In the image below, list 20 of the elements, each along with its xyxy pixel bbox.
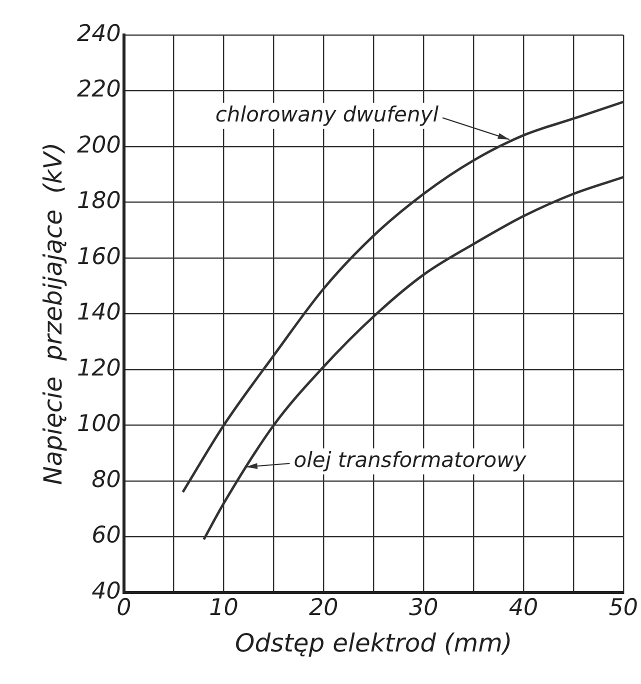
y-tick-label: 240 bbox=[76, 20, 121, 47]
y-tick-label: 160 bbox=[76, 244, 121, 270]
y-tick-label: 200 bbox=[76, 132, 121, 158]
x-tick-label: 0 bbox=[116, 595, 132, 622]
y-tick-label: 220 bbox=[76, 76, 121, 103]
y-tick-label: 100 bbox=[76, 411, 121, 438]
y-tick-label: 60 bbox=[92, 522, 121, 549]
x-tick-label: 40 bbox=[508, 595, 538, 622]
x-tick-label: 20 bbox=[309, 595, 338, 622]
y-tick-label: 80 bbox=[92, 466, 121, 493]
x-tick-label: 50 bbox=[608, 595, 638, 622]
x-tick-label: 30 bbox=[408, 595, 438, 622]
y-tick-label: 180 bbox=[76, 188, 121, 214]
legend-label: olej transformatorowy bbox=[294, 448, 527, 472]
y-axis-title: Napięcie przebijające (kV) bbox=[38, 142, 68, 485]
x-tick-label: 10 bbox=[209, 595, 238, 622]
text: chlorowany dwufenyl bbox=[215, 102, 439, 126]
y-tick-label: 120 bbox=[76, 355, 121, 382]
y-tick-label: 140 bbox=[76, 300, 121, 326]
x-axis-title: Odstęp elektrod (mm) bbox=[235, 628, 512, 658]
